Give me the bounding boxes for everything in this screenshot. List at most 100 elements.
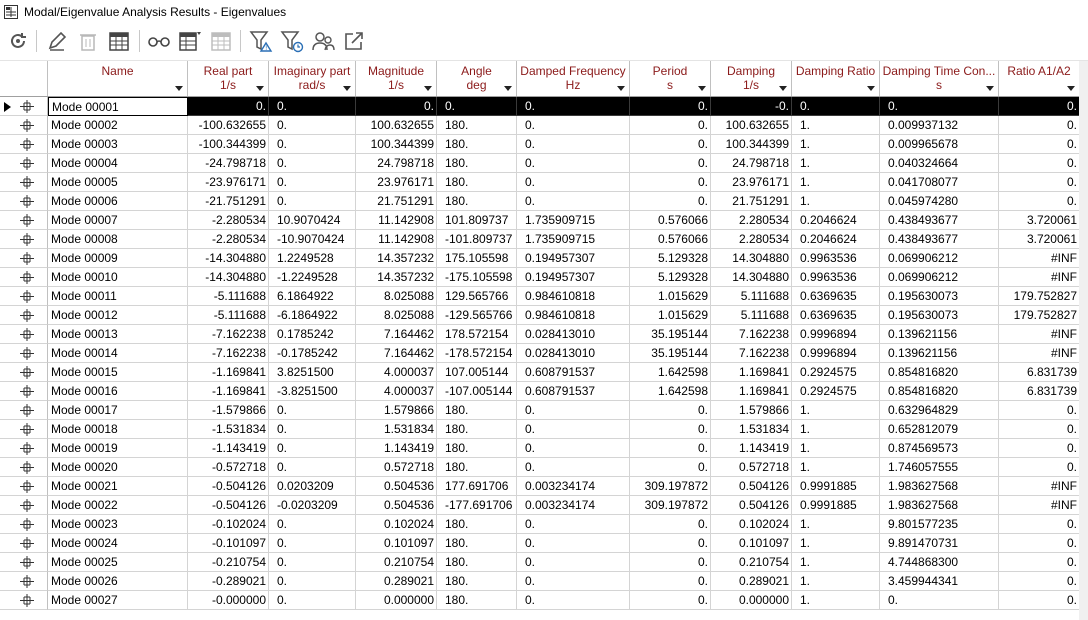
- vertical-scrollbar[interactable]: [1079, 61, 1088, 620]
- row-header[interactable]: [0, 192, 48, 211]
- cell-dratio[interactable]: 0.9996894: [792, 325, 880, 344]
- cell-angle[interactable]: 180.: [437, 534, 517, 553]
- cell-ratio[interactable]: 0.: [999, 553, 1080, 572]
- cell-ratio[interactable]: 0.: [999, 97, 1080, 116]
- cell-damp[interactable]: 2.280534: [711, 211, 792, 230]
- cell-name[interactable]: Mode 00010: [48, 268, 188, 287]
- cell-mag[interactable]: 0.101097: [356, 534, 437, 553]
- column-header-dfreq[interactable]: Damped Frequency Hz: [517, 61, 630, 96]
- row-header[interactable]: [0, 553, 48, 572]
- cell-dfreq[interactable]: 1.735909715: [517, 230, 630, 249]
- cell-dtc[interactable]: 0.041708077: [880, 173, 999, 192]
- cell-dfreq[interactable]: 0.: [517, 401, 630, 420]
- cell-damp[interactable]: 21.751291: [711, 192, 792, 211]
- cell-ratio[interactable]: 0.: [999, 534, 1080, 553]
- cell-angle[interactable]: 180.: [437, 192, 517, 211]
- table-row[interactable]: Mode 00004 -24.798718 0. 24.798718 180. 0. 0. 2…: [0, 154, 1088, 173]
- cell-dratio[interactable]: 1.: [792, 572, 880, 591]
- cell-period[interactable]: 1.642598: [630, 382, 711, 401]
- cell-dratio[interactable]: 0.9963536: [792, 249, 880, 268]
- cell-real[interactable]: -0.102024: [188, 515, 269, 534]
- cell-angle[interactable]: 0.: [437, 97, 517, 116]
- cell-dtc[interactable]: 1.746057555: [880, 458, 999, 477]
- cell-name[interactable]: Mode 00008: [48, 230, 188, 249]
- row-header[interactable]: [0, 382, 48, 401]
- cell-dfreq[interactable]: 0.028413010: [517, 325, 630, 344]
- table-row[interactable]: Mode 00014 -7.162238 -0.1785242 7.164462 -17…: [0, 344, 1088, 363]
- table-row[interactable]: Mode 00026 -0.289021 0. 0.289021 180. 0. 0. 0.2…: [0, 572, 1088, 591]
- cell-imag[interactable]: 0.: [269, 420, 356, 439]
- row-header[interactable]: [0, 211, 48, 230]
- cell-ratio[interactable]: 3.720061: [999, 211, 1080, 230]
- cell-dratio[interactable]: 0.2046624: [792, 211, 880, 230]
- filter-dropdown-icon[interactable]: [779, 86, 787, 91]
- cell-dtc[interactable]: 0.632964829: [880, 401, 999, 420]
- cell-real[interactable]: -14.304880: [188, 268, 269, 287]
- column-header-dtc[interactable]: Damping Time Con... s: [880, 61, 999, 96]
- cell-imag[interactable]: 0.: [269, 515, 356, 534]
- cell-period[interactable]: 0.: [630, 534, 711, 553]
- cell-real[interactable]: -7.162238: [188, 325, 269, 344]
- cell-mag[interactable]: 7.164462: [356, 344, 437, 363]
- cell-name[interactable]: Mode 00015: [48, 363, 188, 382]
- cell-real[interactable]: -2.280534: [188, 230, 269, 249]
- cell-period[interactable]: 0.: [630, 420, 711, 439]
- cell-dtc[interactable]: 0.069906212: [880, 249, 999, 268]
- cell-dfreq[interactable]: 0.003234174: [517, 477, 630, 496]
- cell-imag[interactable]: 0.1785242: [269, 325, 356, 344]
- cell-imag[interactable]: 0.: [269, 572, 356, 591]
- cell-dratio[interactable]: 1.: [792, 192, 880, 211]
- cell-dtc[interactable]: 3.459944341: [880, 572, 999, 591]
- cell-imag[interactable]: -6.1864922: [269, 306, 356, 325]
- cell-dtc[interactable]: 0.: [880, 591, 999, 610]
- cell-angle[interactable]: 178.572154: [437, 325, 517, 344]
- cell-dfreq[interactable]: 0.194957307: [517, 268, 630, 287]
- cell-imag[interactable]: 0.: [269, 401, 356, 420]
- cell-period[interactable]: 0.: [630, 97, 711, 116]
- filter-dropdown-icon[interactable]: [1067, 86, 1075, 91]
- cell-dfreq[interactable]: 0.984610818: [517, 306, 630, 325]
- cell-damp[interactable]: 100.632655: [711, 116, 792, 135]
- cell-name[interactable]: Mode 00016: [48, 382, 188, 401]
- cell-ratio[interactable]: #INF: [999, 268, 1080, 287]
- cell-name[interactable]: Mode 00027: [48, 591, 188, 610]
- table-row[interactable]: Mode 00027 -0.000000 0. 0.000000 180. 0. 0. 0.0…: [0, 591, 1088, 610]
- cell-dtc[interactable]: 0.009965678: [880, 135, 999, 154]
- export-icon[interactable]: [341, 28, 367, 54]
- cell-mag[interactable]: 0.572718: [356, 458, 437, 477]
- cell-dratio[interactable]: 1.: [792, 420, 880, 439]
- cell-dtc[interactable]: 0.069906212: [880, 268, 999, 287]
- cell-real[interactable]: -21.751291: [188, 192, 269, 211]
- cell-imag[interactable]: -0.1785242: [269, 344, 356, 363]
- column-header-ratio[interactable]: Ratio A1/A2: [999, 61, 1080, 96]
- table-row[interactable]: Mode 00023 -0.102024 0. 0.102024 180. 0. 0. 0.1…: [0, 515, 1088, 534]
- cell-mag[interactable]: 24.798718: [356, 154, 437, 173]
- cell-mag[interactable]: 14.357232: [356, 249, 437, 268]
- cell-dratio[interactable]: 1.: [792, 515, 880, 534]
- row-header[interactable]: [0, 325, 48, 344]
- cell-damp[interactable]: 7.162238: [711, 325, 792, 344]
- cell-name[interactable]: Mode 00025: [48, 553, 188, 572]
- cell-imag[interactable]: 0.: [269, 553, 356, 572]
- delete-icon[interactable]: [75, 28, 101, 54]
- cell-real[interactable]: -0.504126: [188, 477, 269, 496]
- cell-real[interactable]: -0.210754: [188, 553, 269, 572]
- row-header[interactable]: [0, 363, 48, 382]
- cell-angle[interactable]: -129.565766: [437, 306, 517, 325]
- cell-ratio[interactable]: #INF: [999, 344, 1080, 363]
- cell-name[interactable]: Mode 00002: [48, 116, 188, 135]
- cell-period[interactable]: 1.642598: [630, 363, 711, 382]
- filter-dropdown-icon[interactable]: [424, 86, 432, 91]
- cell-period[interactable]: 0.: [630, 135, 711, 154]
- cell-damp[interactable]: 0.572718: [711, 458, 792, 477]
- filter-warning-icon[interactable]: !: [248, 28, 274, 54]
- cell-ratio[interactable]: 6.831739: [999, 382, 1080, 401]
- cell-dratio[interactable]: 1.: [792, 534, 880, 553]
- cell-mag[interactable]: 8.025088: [356, 306, 437, 325]
- cell-angle[interactable]: 180.: [437, 515, 517, 534]
- cell-dtc[interactable]: 0.438493677: [880, 230, 999, 249]
- row-header[interactable]: [0, 439, 48, 458]
- table-row[interactable]: Mode 00009 -14.304880 1.2249528 14.357232 17…: [0, 249, 1088, 268]
- cell-ratio[interactable]: 0.: [999, 591, 1080, 610]
- cell-mag[interactable]: 1.579866: [356, 401, 437, 420]
